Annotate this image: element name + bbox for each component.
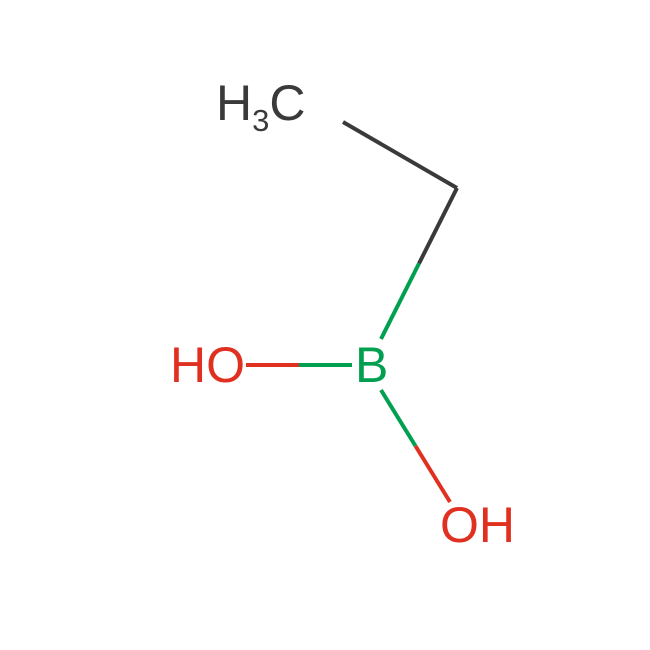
atom-boron: B [355, 340, 388, 390]
atom-ch3: H3C [216, 78, 305, 128]
atom-oh-down: OH [440, 500, 515, 550]
molecule-canvas: H3C B HO OH [0, 0, 650, 650]
bond-layer [0, 0, 650, 650]
atom-oh-left: HO [170, 340, 245, 390]
